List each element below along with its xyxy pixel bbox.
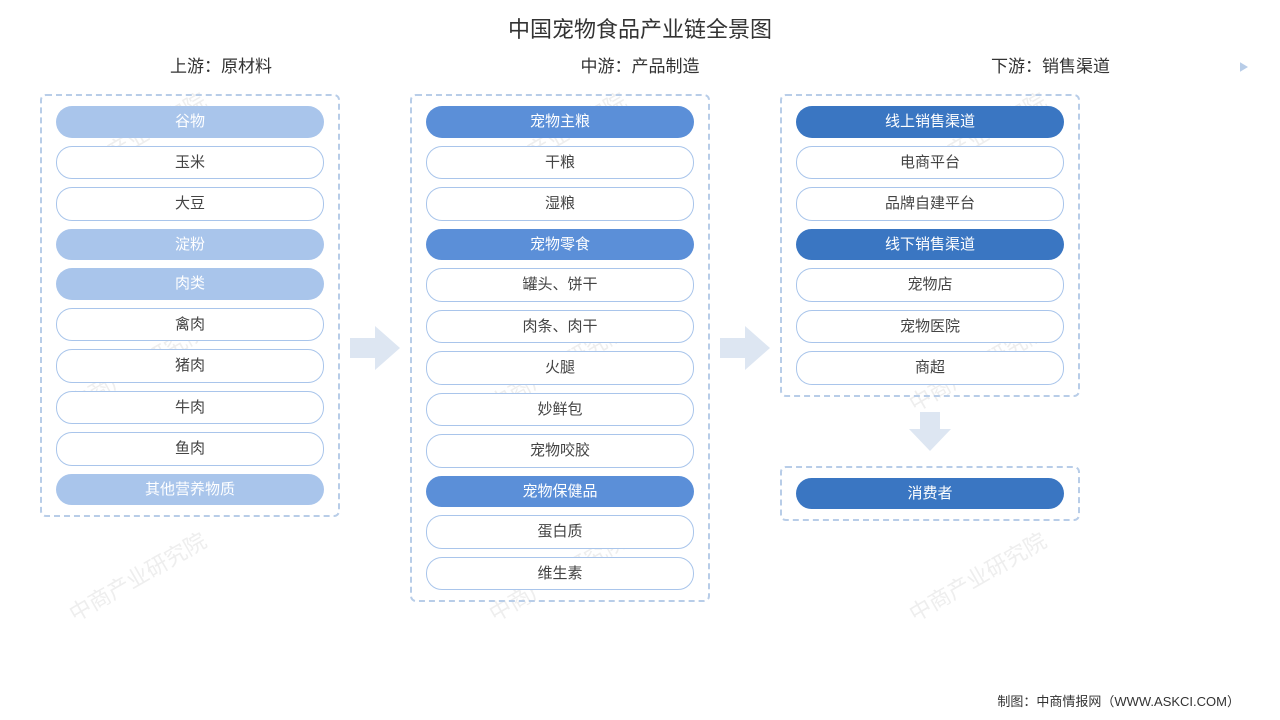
upstream-header-starch: 淀粉 bbox=[56, 229, 324, 261]
midstream-item: 干粮 bbox=[426, 146, 694, 180]
midstream-header-health: 宠物保健品 bbox=[426, 476, 694, 508]
upstream-item: 禽肉 bbox=[56, 308, 324, 342]
midstream-item: 妙鲜包 bbox=[426, 393, 694, 427]
downstream-item: 电商平台 bbox=[796, 146, 1064, 180]
downstream-column: 线上销售渠道 电商平台 品牌自建平台 线下销售渠道 宠物店 宠物医院 商超 bbox=[780, 94, 1080, 397]
downstream-item: 宠物医院 bbox=[796, 310, 1064, 344]
midstream-header-staple: 宠物主粮 bbox=[426, 106, 694, 138]
downstream-item: 品牌自建平台 bbox=[796, 187, 1064, 221]
upstream-item: 牛肉 bbox=[56, 391, 324, 425]
downstream-header-online: 线上销售渠道 bbox=[796, 106, 1064, 138]
midstream-item: 宠物咬胶 bbox=[426, 434, 694, 468]
upstream-header-nutrients: 其他营养物质 bbox=[56, 474, 324, 506]
upstream-header-grain: 谷物 bbox=[56, 106, 324, 138]
upstream-item: 玉米 bbox=[56, 146, 324, 180]
stage-downstream-label: 下游：销售渠道 bbox=[840, 52, 1240, 77]
upstream-item: 大豆 bbox=[56, 187, 324, 221]
midstream-item: 维生素 bbox=[426, 557, 694, 591]
upstream-column: 谷物 玉米 大豆 淀粉 肉类 禽肉 猪肉 牛肉 鱼肉 其他营养物质 bbox=[40, 94, 340, 517]
consumer-label: 消费者 bbox=[796, 478, 1064, 510]
upstream-item: 鱼肉 bbox=[56, 432, 324, 466]
downstream-header-offline: 线下销售渠道 bbox=[796, 229, 1064, 261]
midstream-item: 罐头、饼干 bbox=[426, 268, 694, 302]
arrow-right-icon bbox=[340, 318, 410, 378]
stage-midstream-label: 中游：产品制造 bbox=[440, 52, 840, 77]
arrow-down-icon bbox=[905, 409, 955, 454]
midstream-item: 蛋白质 bbox=[426, 515, 694, 549]
consumer-box: 消费者 bbox=[780, 466, 1080, 522]
midstream-header-snack: 宠物零食 bbox=[426, 229, 694, 261]
midstream-item: 火腿 bbox=[426, 351, 694, 385]
downstream-item: 商超 bbox=[796, 351, 1064, 385]
arrow-right-icon bbox=[710, 318, 780, 378]
timeline: 上游：原材料 中游：产品制造 下游：销售渠道 bbox=[40, 52, 1240, 82]
downstream-item: 宠物店 bbox=[796, 268, 1064, 302]
upstream-header-meat: 肉类 bbox=[56, 268, 324, 300]
midstream-item: 肉条、肉干 bbox=[426, 310, 694, 344]
midstream-item: 湿粮 bbox=[426, 187, 694, 221]
footer-credit: 制图：中商情报网（WWW.ASKCI.COM） bbox=[997, 691, 1240, 710]
diagram-title: 中国宠物食品产业链全景图 bbox=[0, 0, 1280, 52]
upstream-item: 猪肉 bbox=[56, 349, 324, 383]
stage-upstream-label: 上游：原材料 bbox=[40, 52, 440, 77]
midstream-column: 宠物主粮 干粮 湿粮 宠物零食 罐头、饼干 肉条、肉干 火腿 妙鲜包 宠物咬胶 … bbox=[410, 94, 710, 602]
